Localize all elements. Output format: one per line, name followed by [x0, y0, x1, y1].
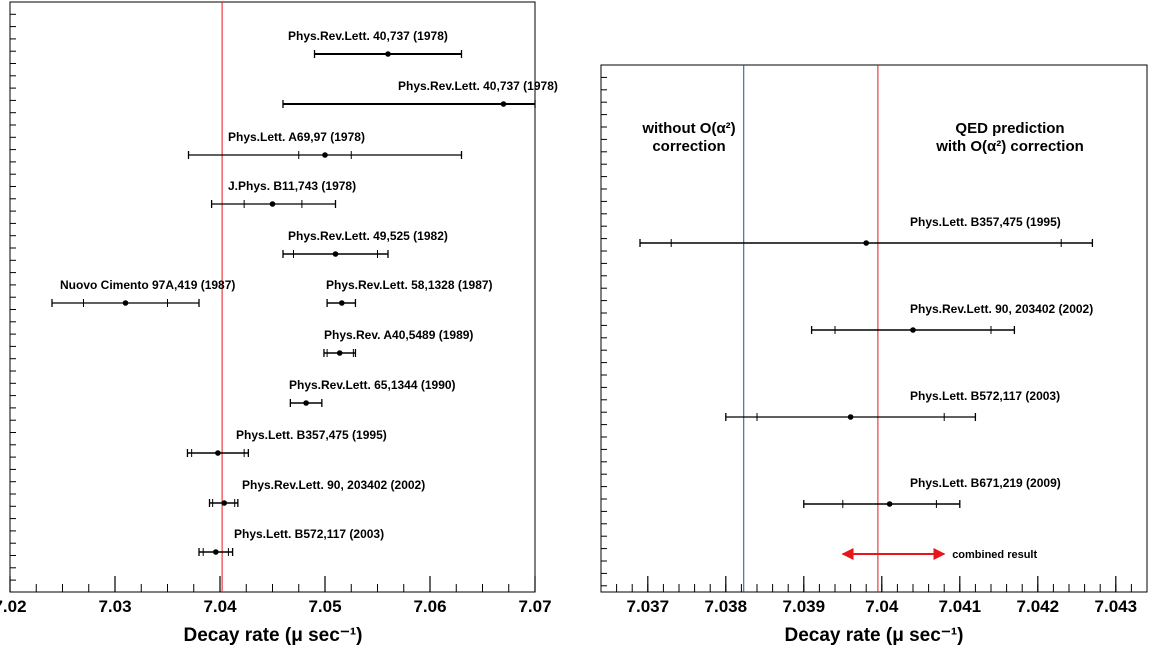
- measurement: Phys.Lett. B671,219 (2009): [803, 476, 1061, 508]
- left-measurements: Phys.Rev.Lett. 40,737 (1978) Phys.Rev.Let…: [51, 29, 558, 556]
- x-tick-label: 7.05: [308, 597, 341, 616]
- measurement: Phys.Rev.Lett. 90, 203402 (2002): [810, 302, 1093, 334]
- reference-label: Phys.Rev.Lett. 40,737 (1978): [288, 29, 448, 43]
- reference-line-label: QED prediction: [955, 120, 1064, 137]
- data-point: [336, 350, 343, 356]
- measurement: Phys.Rev.Lett. 65,1344 (1990): [289, 378, 456, 407]
- data-point: [863, 240, 869, 246]
- measurement: Phys.Lett. B572,117 (2003): [725, 389, 1060, 421]
- measurement: Phys.Lett. B357,475 (1995): [639, 215, 1094, 247]
- data-point: [332, 251, 339, 257]
- left-vertical-ticks: [10, 13, 16, 581]
- x-tick-label: 7.04: [865, 597, 899, 616]
- reference-line-label: with O(α²) correction: [935, 138, 1084, 155]
- reference-label: Phys.Rev.Lett. 49,525 (1982): [288, 229, 448, 243]
- reference-label: Phys.Lett. B572,117 (2003): [910, 389, 1060, 403]
- measurement: Phys.Rev.Lett. 49,525 (1982): [282, 229, 448, 258]
- right-measurements: Phys.Lett. B357,475 (1995) Phys.Rev.Lett.…: [639, 215, 1094, 508]
- reference-label: Phys.Rev.Lett. 90, 203402 (2002): [910, 302, 1093, 316]
- right-plot-frame: [600, 64, 1148, 593]
- x-tick-label: 7.041: [939, 597, 982, 616]
- x-tick-label: 7.039: [783, 597, 826, 616]
- x-tick-label: 7.06: [413, 597, 446, 616]
- combined-result: combined result: [841, 548, 1037, 561]
- measurement: Phys.Rev. A40,5489 (1989): [323, 328, 473, 357]
- left-x-axis-ticks: [9, 576, 536, 592]
- right-reference-lines: without O(α²)correction QED predictionwit…: [641, 65, 1084, 592]
- reference-label: Phys.Rev.Lett. 58,1328 (1987): [326, 278, 493, 292]
- reference-label: Phys.Lett. B671,219 (2009): [910, 476, 1061, 490]
- measurement: Phys.Rev.Lett. 40,737 (1978): [282, 79, 558, 108]
- reference-label: J.Phys. B11,743 (1978): [228, 179, 356, 193]
- reference-label: Nuovo Cimento 97A,419 (1987): [60, 278, 235, 292]
- x-tick-label: 7.03: [98, 597, 131, 616]
- measurement: Phys.Rev.Lett. 40,737 (1978): [288, 29, 463, 58]
- measurement: Phys.Rev.Lett. 58,1328 (1987): [326, 278, 493, 307]
- data-point: [886, 501, 893, 507]
- left-x-tick-labels: 7.02 7.03 7.04 7.05 7.06 7.07: [0, 597, 552, 616]
- left-x-axis-label: Decay rate (μ sec⁻¹): [183, 625, 362, 646]
- left-panel: Phys.Rev.Lett. 40,737 (1978) Phys.Rev.Let…: [0, 1, 558, 646]
- reference-line-label: without O(α²): [641, 120, 735, 137]
- data-point: [322, 152, 328, 158]
- x-tick-label: 7.043: [1095, 597, 1138, 616]
- reference-label: Phys.Rev.Lett. 90, 203402 (2002): [242, 478, 425, 492]
- measurement: J.Phys. B11,743 (1978): [210, 179, 356, 208]
- x-tick-label: 7.07: [518, 597, 551, 616]
- right-x-axis-label: Decay rate (μ sec⁻¹): [784, 625, 963, 646]
- measurement: Nuovo Cimento 97A,419 (1987): [51, 278, 235, 307]
- x-tick-label: 7.037: [627, 597, 670, 616]
- data-point: [269, 201, 276, 207]
- x-tick-label: 7.04: [203, 597, 237, 616]
- data-point: [221, 500, 227, 506]
- reference-label: Phys.Lett. B572,117 (2003): [234, 527, 384, 541]
- data-point: [847, 414, 854, 420]
- reference-label: Phys.Lett. B357,475 (1995): [910, 215, 1061, 229]
- measurement: Phys.Lett. B357,475 (1995): [186, 428, 387, 457]
- data-point: [215, 450, 221, 456]
- x-tick-label: 7.042: [1017, 597, 1060, 616]
- reference-label: Phys.Rev.Lett. 65,1344 (1990): [289, 378, 456, 392]
- right-panel: without O(α²)correction QED predictionwit…: [600, 64, 1148, 646]
- data-point: [385, 51, 391, 57]
- right-x-axis-ticks: [600, 576, 1148, 592]
- data-point: [910, 327, 916, 333]
- x-tick-label: 7.038: [705, 597, 748, 616]
- reference-label: Phys.Lett. A69,97 (1978): [228, 130, 365, 144]
- data-point: [339, 300, 345, 306]
- reference-label: Phys.Rev.Lett. 40,737 (1978): [398, 79, 558, 93]
- measurement: Phys.Lett. B572,117 (2003): [198, 527, 384, 556]
- data-point: [303, 400, 309, 406]
- data-point: [500, 101, 507, 107]
- reference-line-label: correction: [652, 138, 725, 155]
- x-tick-label: 7.02: [0, 597, 27, 616]
- reference-label: Phys.Lett. B357,475 (1995): [236, 428, 387, 442]
- combined-result-label: combined result: [952, 549, 1037, 561]
- data-point: [122, 300, 129, 306]
- right-vertical-ticks: [601, 76, 607, 587]
- measurement: Phys.Lett. A69,97 (1978): [187, 130, 463, 159]
- reference-label: Phys.Rev. A40,5489 (1989): [324, 328, 473, 342]
- measurement: Phys.Rev.Lett. 90, 203402 (2002): [208, 478, 425, 507]
- right-x-tick-labels: 7.037 7.038 7.039 7.04 7.041 7.042 7.043: [627, 597, 1138, 616]
- data-point: [213, 549, 219, 555]
